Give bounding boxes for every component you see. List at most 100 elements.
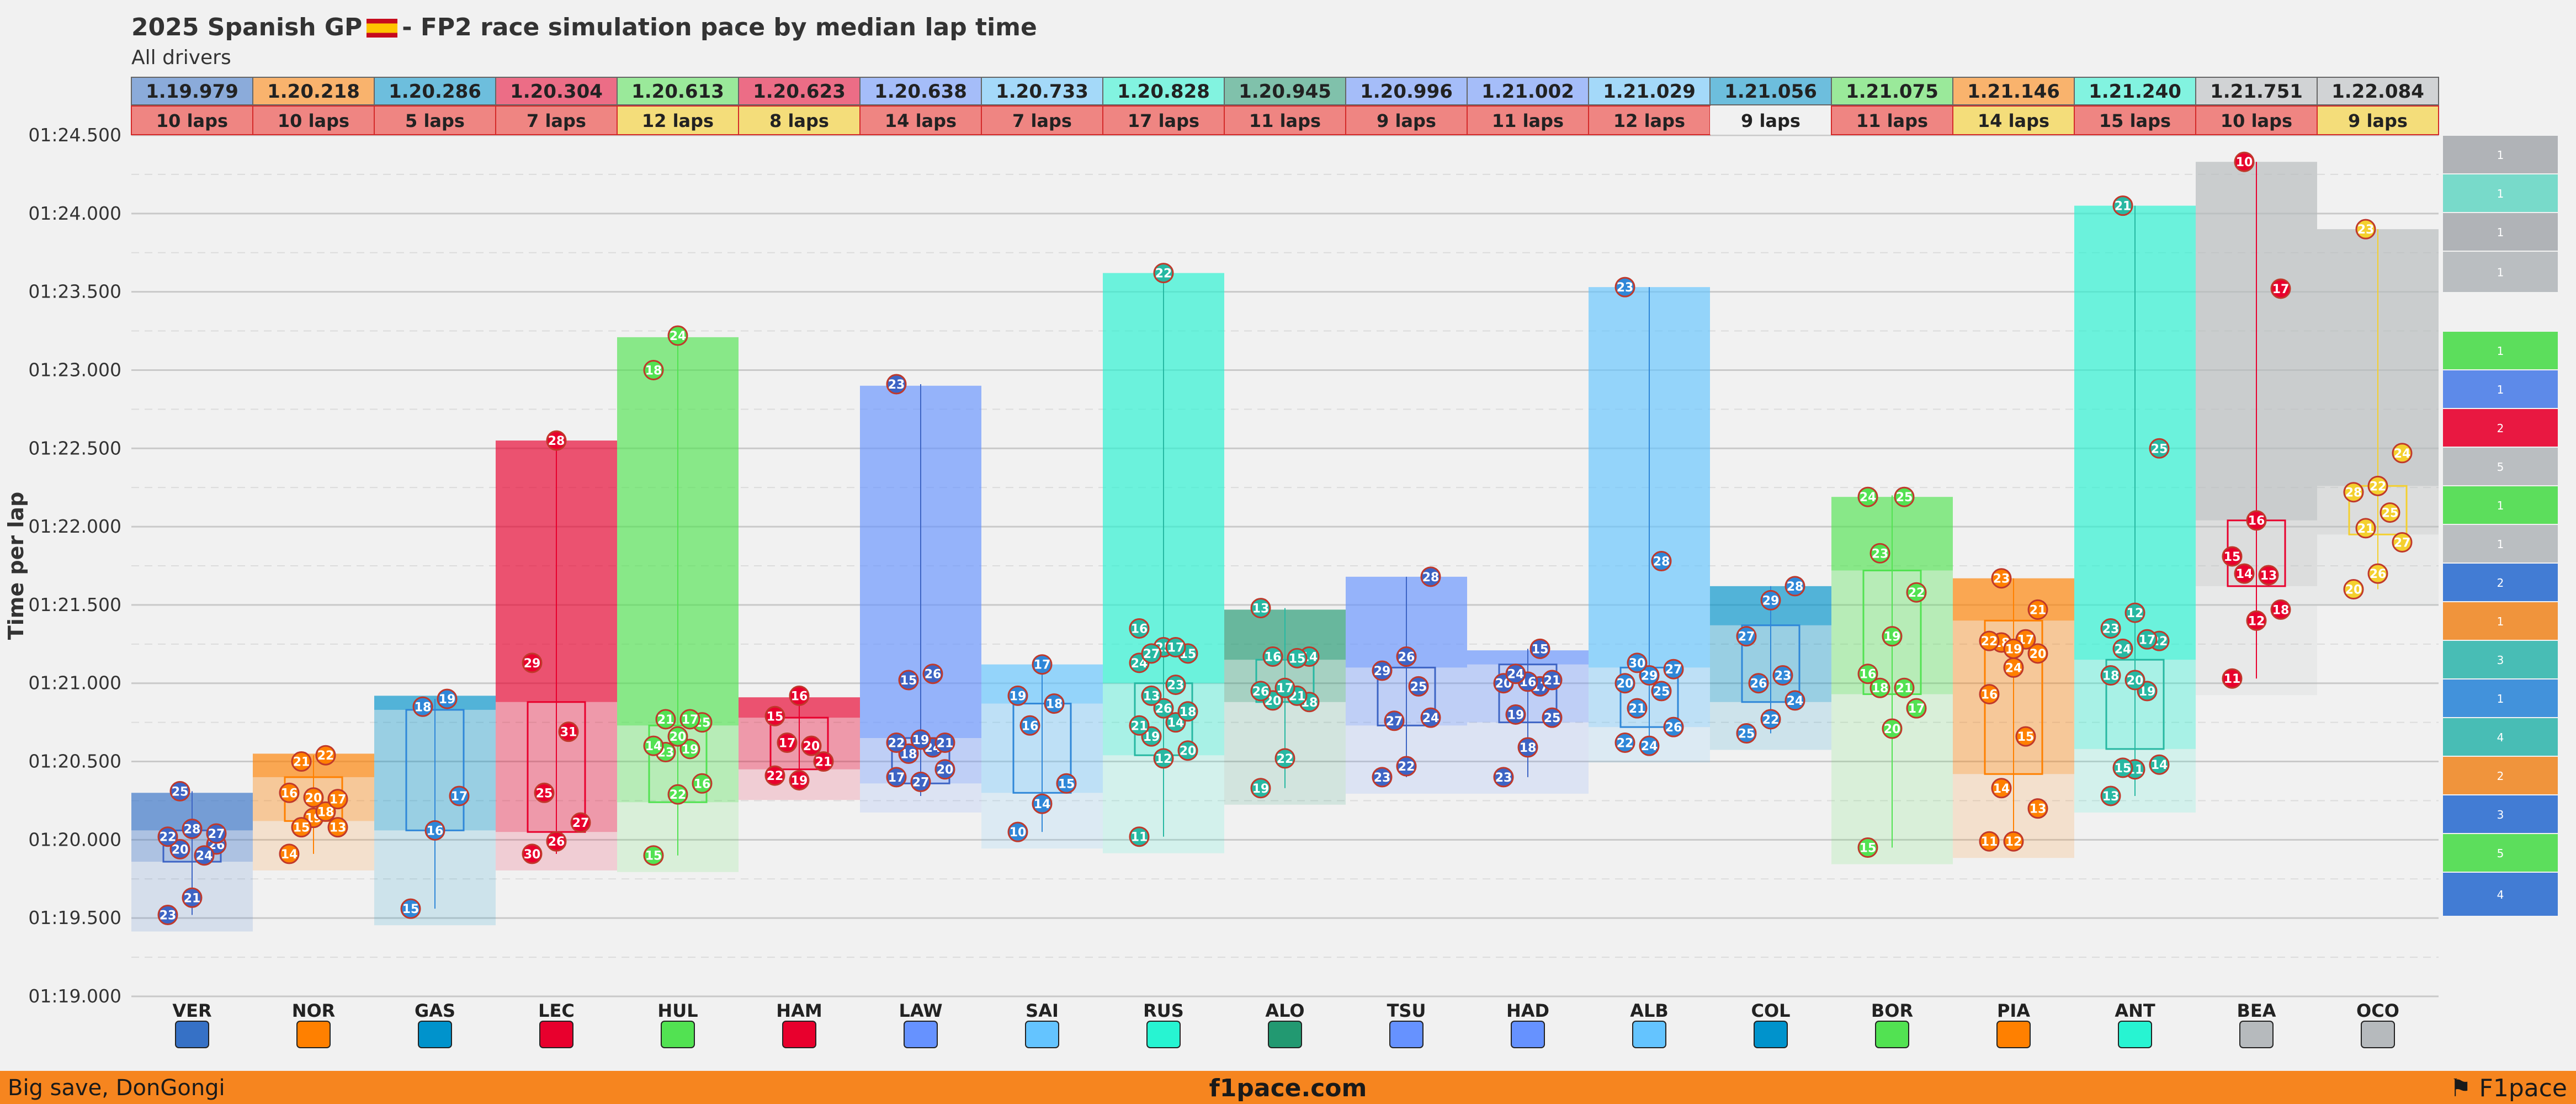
lap-count-label: 10 laps: [2221, 110, 2292, 131]
lap-point: [1262, 646, 1283, 667]
lap-point: [291, 817, 312, 838]
lap-point: [169, 838, 190, 859]
x-tick-label: BOR: [1871, 1000, 1913, 1021]
median-time-label: 1.21.146: [1967, 81, 2060, 103]
lap-point: [1979, 684, 2000, 705]
lap-number-label: 15: [2115, 762, 2132, 776]
lap-number-label: 27: [1738, 630, 1755, 644]
lap-point: [2149, 754, 2170, 775]
lap-point: [910, 771, 931, 792]
side-panel-block: [2442, 408, 2559, 448]
lap-point: [1979, 831, 2000, 852]
y-axis-label: Time per lap: [4, 492, 28, 640]
lap-number-label: 21: [815, 756, 832, 769]
lap-number-label: 25: [1544, 712, 1561, 725]
x-tick-label: BEA: [2237, 1000, 2276, 1021]
lap-number-label: 15: [1860, 842, 1877, 856]
median-time-label: 1.21.751: [2210, 81, 2303, 103]
lap-number-label: 16: [2248, 514, 2265, 528]
lap-number-label: 24: [196, 850, 213, 863]
lap-number-label: 14: [2236, 567, 2253, 581]
side-panel-label: 1: [2497, 692, 2504, 705]
lap-count-label: 14 laps: [1978, 110, 2049, 131]
lap-point: [327, 789, 348, 810]
lap-number-label: 16: [694, 777, 711, 791]
lap-number-label: 16: [281, 787, 298, 800]
lap-number-label: 16: [1265, 651, 1282, 665]
lap-point: [2355, 219, 2376, 240]
side-panel-block: [2442, 135, 2559, 174]
x-tick-label: ANT: [2115, 1000, 2155, 1021]
lap-point: [922, 664, 943, 684]
box: [769, 716, 829, 771]
lap-number-label: 22: [160, 831, 177, 845]
lap-point: [2258, 565, 2279, 586]
lap-point: [169, 781, 190, 802]
median-cell: [2317, 77, 2439, 105]
lap-point: [1141, 643, 1162, 664]
lap-point: [789, 685, 810, 706]
lap-number-label: 24: [2394, 447, 2411, 461]
logo-icon: ⚑: [2450, 1074, 2472, 1102]
lap-point: [1505, 664, 1526, 684]
lap-count-label: 8 laps: [769, 110, 829, 131]
driver-column-ham: 1.20.623 8 laps 22 19 21 17 20 15 16 HAM: [738, 77, 861, 1048]
median-cell: [252, 77, 375, 105]
median-time-label: 1.20.218: [267, 81, 360, 103]
lap-point: [1869, 677, 1890, 698]
x-tick-label: COL: [1751, 1000, 1790, 1021]
median-cell: [374, 77, 496, 105]
lap-point: [1542, 707, 1563, 728]
y-tick-label: 01:19.500: [28, 907, 121, 928]
lap-number-label: 26: [1750, 677, 1767, 691]
lap-number-label: 22: [317, 749, 334, 763]
lap-number-label: 23: [1167, 679, 1185, 693]
median-cell: [2195, 77, 2318, 105]
lap-number-label: 15: [645, 850, 662, 863]
median-time-label: 1.20.286: [389, 81, 481, 103]
lap-number-label: 22: [1762, 713, 1780, 727]
lap-point: [1894, 486, 1915, 507]
side-panel-block: [2442, 794, 2559, 834]
lap-number-label: 16: [1981, 688, 1998, 702]
lap-number-label: 21: [1896, 682, 1913, 696]
team-logo-icon: [1389, 1021, 1424, 1048]
lap-number-label: 23: [160, 909, 177, 923]
side-panel-label: 1: [2497, 266, 2504, 279]
lap-point: [898, 670, 919, 691]
lap-count-cell: [738, 105, 861, 135]
box: [1862, 570, 1922, 696]
median-time-label: 1.20.623: [753, 81, 846, 103]
lap-point: [1529, 638, 1550, 659]
team-logo-icon: [1268, 1021, 1302, 1048]
lap-point: [1614, 733, 1635, 753]
lap-count-cell: [2074, 105, 2196, 135]
lap-number-label: 13: [2260, 569, 2277, 583]
lap-point: [315, 801, 336, 822]
spain-flag-icon: [367, 19, 398, 38]
footer-site[interactable]: f1pace.com: [1209, 1074, 1367, 1102]
lap-number-label: 13: [330, 821, 347, 835]
lap-count-label: 7 laps: [1012, 110, 1072, 131]
y-tick-label: 01:21.000: [28, 672, 121, 694]
side-panel-block: [2442, 485, 2559, 525]
lap-number-label: 18: [415, 700, 432, 714]
lap-number-label: 23: [1872, 547, 1889, 561]
lap-number-label: 16: [1022, 719, 1039, 733]
lap-point: [1906, 582, 1927, 603]
lap-number-label: 29: [1762, 594, 1780, 608]
lap-number-label: 14: [2151, 758, 2168, 772]
lap-point: [1044, 693, 1065, 714]
lap-number-label: 23: [2102, 622, 2120, 636]
side-panel-block: [2442, 251, 2559, 293]
lap-number-label: 21: [2030, 603, 2047, 617]
lap-point: [2234, 151, 2255, 172]
lap-number-label: 21: [293, 756, 310, 769]
x-tick-label: OCO: [2356, 1000, 2399, 1021]
median-cell: [1709, 77, 1832, 105]
y-tick-label: 01:19.000: [28, 985, 121, 1007]
lap-number-label: 22: [767, 769, 784, 783]
lap-number-label: 18: [2272, 603, 2290, 617]
lap-number-label: 19: [2005, 643, 2022, 656]
